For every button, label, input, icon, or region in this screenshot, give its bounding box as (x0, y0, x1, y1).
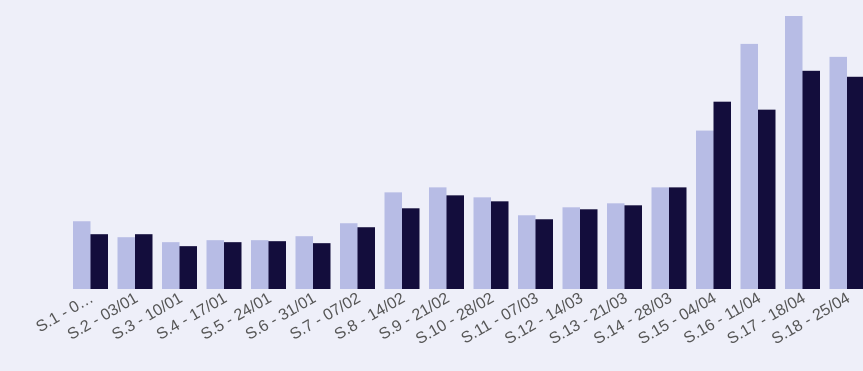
bar-2-6 (313, 243, 331, 289)
x-tick-labels: S.1 - 0…S.2 - 03/01S.3 - 10/01S.4 - 17/0… (33, 290, 853, 348)
bar-1-13 (607, 203, 625, 289)
bar-2-11 (535, 219, 553, 289)
bar-1-7 (340, 223, 358, 289)
bar-1-10 (473, 197, 491, 289)
bar-2-18 (847, 76, 863, 289)
bars-group (73, 16, 863, 290)
bar-1-14 (651, 187, 669, 289)
bar-2-12 (580, 209, 598, 289)
bar-2-2 (135, 234, 153, 289)
bar-2-8 (402, 208, 420, 289)
bar-2-17 (802, 70, 820, 289)
bar-2-5 (268, 241, 286, 289)
bar-1-4 (206, 240, 224, 289)
bar-1-16 (740, 43, 758, 290)
bar-1-12 (562, 207, 580, 289)
bar-1-5 (251, 240, 269, 289)
bar-2-9 (446, 195, 464, 289)
bar-1-2 (117, 237, 135, 289)
bar-2-4 (224, 242, 242, 289)
bar-1-8 (384, 192, 402, 289)
bar-2-1 (90, 234, 108, 289)
bar-2-16 (758, 109, 776, 289)
bar-1-18 (829, 56, 847, 289)
bar-1-1 (73, 221, 91, 289)
bar-2-13 (624, 205, 642, 289)
bar-1-17 (785, 16, 803, 289)
bar-1-15 (696, 130, 714, 289)
bar-1-9 (429, 187, 447, 289)
bar-2-10 (491, 201, 509, 289)
bar-2-3 (179, 246, 197, 289)
bar-2-15 (713, 101, 731, 289)
bar-2-14 (669, 187, 687, 289)
bar-2-7 (357, 227, 375, 289)
bar-1-6 (295, 236, 313, 289)
bar-1-3 (162, 242, 180, 289)
bar-1-11 (518, 215, 536, 289)
